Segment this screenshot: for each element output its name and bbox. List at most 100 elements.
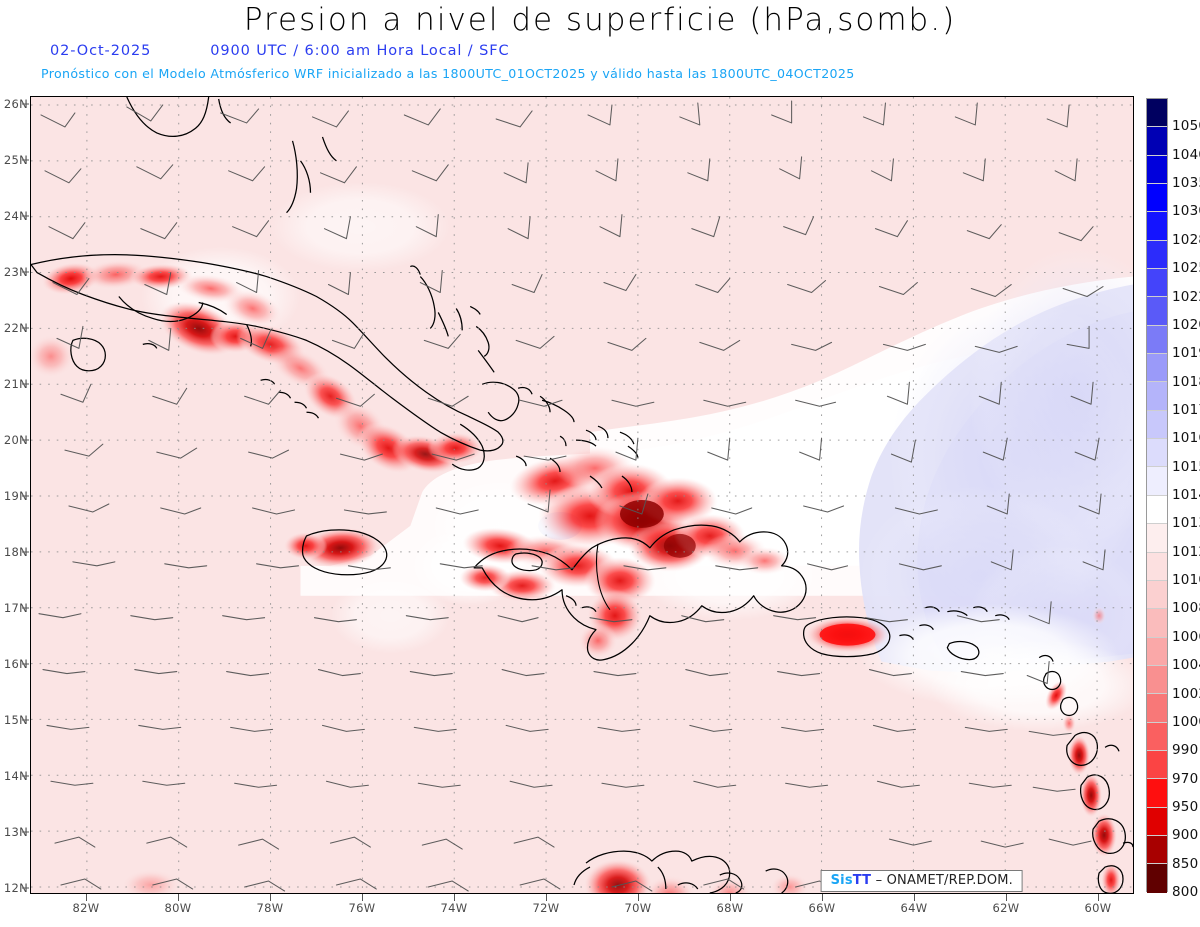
y-label-24N: 24N [3, 209, 28, 223]
shading-jamaica [283, 527, 381, 568]
x-tick-68W [730, 894, 731, 901]
x-tick-74W [454, 894, 455, 901]
forecast-datetime-line: 02-Oct-2025 0900 UTC / 6:00 am Hora Loca… [50, 43, 509, 59]
page-title: Presion a nivel de superficie (hPa,somb.… [243, 2, 957, 38]
colorbar-label-800: 800 [1172, 884, 1199, 900]
y-tick-13N [22, 831, 29, 833]
y-tick-18N [22, 551, 29, 553]
colorbar-label-950: 950 [1172, 798, 1199, 815]
model-description-line: Pronóstico con el Modelo Atmósferico WRF… [41, 66, 855, 81]
colorbar-cell-1010 [1147, 552, 1167, 581]
colorbar-cell-1008 [1147, 580, 1167, 610]
shading-cuba [31, 259, 484, 474]
colorbar-cell-1050 [1147, 99, 1167, 128]
y-label-25N: 25N [3, 153, 28, 167]
y-tick-26N [22, 103, 29, 105]
coastlines [31, 97, 1133, 893]
colorbar-cell-1013 [1147, 495, 1167, 525]
colorbar-cell-1000 [1147, 694, 1167, 723]
lat-lon-grid [31, 97, 1133, 893]
forecast-time-level: 0900 UTC / 6:00 am Hora Local / SFC [210, 43, 510, 59]
colorbar-cell-1002 [1147, 665, 1167, 695]
y-label-13N: 13N [3, 825, 28, 839]
y-label-12N: 12N [3, 881, 28, 895]
colorbar-label-1040: 1040 [1172, 146, 1200, 163]
colorbar-label-1008: 1008 [1172, 600, 1200, 617]
colorbar-cell-1030 [1147, 184, 1167, 213]
x-label-68W: 68W [716, 901, 744, 915]
y-label-17N: 17N [3, 601, 28, 615]
colorbar-label-1015: 1015 [1172, 458, 1200, 475]
colorbar-cell-900 [1147, 807, 1167, 836]
colorbar-cell-1017 [1147, 382, 1167, 411]
colorbar-label-970: 970 [1172, 770, 1199, 787]
y-label-26N: 26N [3, 97, 28, 111]
y-tick-17N [22, 607, 29, 609]
colorbar-cell-1040 [1147, 127, 1167, 156]
x-tick-76W [362, 894, 363, 901]
colorbar-cell-1028 [1147, 212, 1167, 241]
attribution-organization: ONAMET/REP.DOM. [886, 873, 1013, 888]
x-label-70W: 70W [624, 901, 652, 915]
colorbar-label-1018: 1018 [1172, 373, 1200, 390]
pressure-colorbar[interactable] [1146, 98, 1168, 893]
shading-hispaniola [459, 446, 791, 659]
y-tick-15N [22, 719, 29, 721]
colorbar-label-1010: 1010 [1172, 572, 1200, 589]
wind-barbs [38, 100, 1106, 892]
colorbar-label-1050: 1050 [1172, 118, 1200, 135]
colorbar-cell-1025 [1147, 240, 1167, 270]
colorbar-cell-1004 [1147, 637, 1167, 666]
colorbar-cell-1006 [1147, 609, 1167, 638]
colorbar-cell-850 [1147, 835, 1167, 865]
colorbar-label-1035: 1035 [1172, 175, 1200, 192]
x-label-76W: 76W [348, 901, 376, 915]
brand-sis: Sis [830, 873, 853, 888]
colorbar-label-1017: 1017 [1172, 401, 1200, 418]
attribution-badge: SisTT – ONAMET/REP.DOM. [820, 870, 1023, 892]
x-label-60W: 60W [1084, 901, 1112, 915]
colorbar-label-900: 900 [1172, 827, 1199, 844]
colorbar-cell-1015 [1147, 439, 1167, 468]
y-label-16N: 16N [3, 657, 28, 671]
colorbar-cell-1020 [1147, 297, 1167, 326]
x-label-62W: 62W [992, 901, 1020, 915]
colorbar-cell-1019 [1147, 325, 1167, 355]
colorbar-cell-1018 [1147, 354, 1167, 383]
colorbar-cell-990 [1147, 722, 1167, 751]
colorbar-label-1028: 1028 [1172, 231, 1200, 248]
x-label-72W: 72W [532, 901, 560, 915]
y-label-19N: 19N [3, 489, 28, 503]
colorbar-label-1000: 1000 [1172, 713, 1200, 730]
colorbar-label-1030: 1030 [1172, 203, 1200, 220]
y-tick-24N [22, 215, 29, 217]
x-label-80W: 80W [164, 901, 192, 915]
y-label-22N: 22N [3, 321, 28, 335]
colorbar-label-1022: 1022 [1172, 288, 1200, 305]
colorbar-cell-970 [1147, 750, 1167, 780]
x-tick-70W [638, 894, 639, 901]
colorbar-cell-800 [1147, 864, 1167, 893]
colorbar-cell-950 [1147, 779, 1167, 808]
x-label-82W: 82W [72, 901, 100, 915]
y-label-21N: 21N [3, 377, 28, 391]
y-tick-22N [22, 327, 29, 329]
x-tick-80W [178, 894, 179, 901]
colorbar-label-1013: 1013 [1172, 515, 1200, 532]
y-label-18N: 18N [3, 545, 28, 559]
colorbar-label-1012: 1012 [1172, 543, 1200, 560]
colorbar-cell-1022 [1147, 269, 1167, 298]
colorbar-label-1006: 1006 [1172, 628, 1200, 645]
map-panel[interactable] [30, 96, 1134, 894]
y-tick-23N [22, 271, 29, 273]
y-tick-16N [22, 663, 29, 665]
y-label-15N: 15N [3, 713, 28, 727]
y-label-20N: 20N [3, 433, 28, 447]
shading-puerto-rico [805, 616, 890, 653]
colorbar-label-1014: 1014 [1172, 487, 1200, 503]
x-tick-62W [1006, 894, 1007, 901]
y-tick-12N [22, 887, 29, 889]
x-tick-64W [914, 894, 915, 901]
y-label-14N: 14N [3, 769, 28, 783]
